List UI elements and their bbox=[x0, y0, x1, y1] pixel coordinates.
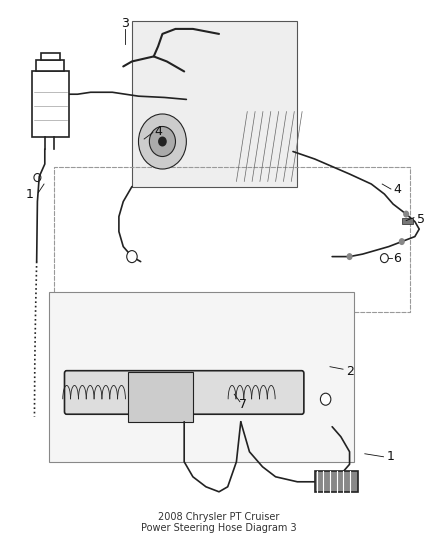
Text: 3: 3 bbox=[121, 18, 129, 30]
Circle shape bbox=[321, 393, 331, 405]
Bar bbox=[32, 71, 69, 136]
Text: 1: 1 bbox=[387, 450, 395, 463]
Bar bbox=[402, 218, 413, 224]
Text: 6: 6 bbox=[393, 252, 401, 264]
Bar bbox=[36, 60, 64, 71]
Circle shape bbox=[381, 254, 389, 263]
Circle shape bbox=[399, 238, 405, 245]
Circle shape bbox=[403, 211, 409, 217]
Circle shape bbox=[158, 136, 167, 147]
Bar bbox=[49, 292, 354, 462]
Text: 4: 4 bbox=[154, 125, 162, 138]
Text: 4: 4 bbox=[393, 182, 401, 196]
Circle shape bbox=[127, 251, 137, 263]
Bar bbox=[132, 21, 297, 187]
Circle shape bbox=[346, 253, 353, 260]
Bar bbox=[315, 471, 358, 492]
Circle shape bbox=[149, 126, 176, 157]
Circle shape bbox=[138, 114, 186, 169]
Bar bbox=[127, 372, 193, 422]
Text: 7: 7 bbox=[239, 398, 247, 411]
Text: 5: 5 bbox=[417, 213, 425, 225]
Bar bbox=[53, 166, 410, 312]
Bar bbox=[41, 53, 60, 60]
Text: 2: 2 bbox=[346, 365, 353, 378]
Text: 1: 1 bbox=[26, 188, 34, 200]
Text: 2008 Chrysler PT Cruiser
Power Steering Hose Diagram 3: 2008 Chrysler PT Cruiser Power Steering … bbox=[141, 512, 297, 533]
FancyBboxPatch shape bbox=[64, 370, 304, 414]
